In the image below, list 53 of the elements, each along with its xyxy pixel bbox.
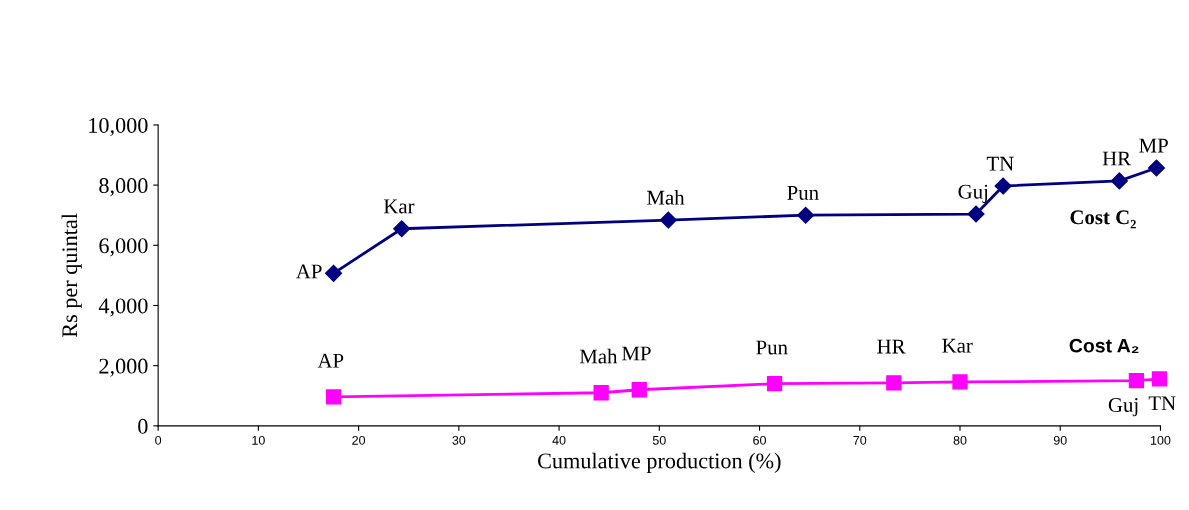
y-tick-label: 8,000	[99, 178, 148, 197]
x-tick-label: 30	[452, 435, 466, 445]
point	[1128, 373, 1145, 389]
point	[1147, 159, 1166, 177]
annotation: Guj	[958, 184, 988, 203]
y-axis-title: Rs per quintal	[61, 213, 82, 338]
y-tick-label: 4,000	[98, 298, 148, 317]
series-label: Cost C₂	[1070, 210, 1136, 229]
point	[1110, 172, 1128, 190]
point	[593, 385, 609, 401]
series-label: Cost A₂	[1069, 338, 1139, 353]
point	[1151, 371, 1168, 387]
annotation: Kar	[383, 199, 415, 214]
x-tick-label: 40	[552, 435, 566, 445]
point	[886, 375, 902, 391]
point	[393, 220, 411, 238]
annotation: Kar	[942, 338, 973, 353]
y-tick-label: 0	[138, 418, 148, 434]
x-tick-label: 70	[853, 435, 867, 445]
annotation: TN	[1148, 396, 1176, 411]
annotation: HR	[877, 339, 906, 354]
annotation: TN	[986, 156, 1014, 171]
x-tick-label: 100	[1150, 435, 1171, 445]
annotation: Guj	[1108, 398, 1138, 417]
annotation: MP	[622, 346, 651, 361]
annotation: Pun	[787, 186, 819, 200]
annotation: MP	[1139, 138, 1168, 153]
x-tick-label: 10	[252, 435, 265, 445]
x-tick-label: 0	[155, 435, 162, 445]
x-axis-title: Cumulative production (%)	[538, 452, 781, 473]
annotation: HR	[1102, 151, 1132, 166]
y-tick-label: 6,000	[99, 238, 148, 257]
x-tick-label: 90	[1053, 435, 1067, 445]
annotation: AP	[296, 264, 322, 279]
point	[325, 389, 342, 405]
point	[631, 382, 647, 398]
point	[967, 205, 985, 223]
point	[797, 206, 815, 224]
x-tick-label: 60	[753, 435, 766, 445]
point	[994, 177, 1012, 195]
annotation: Pun	[756, 340, 788, 355]
x-tick-label: 50	[652, 435, 666, 445]
annotation: Mah	[579, 348, 618, 364]
point	[952, 374, 968, 390]
annotation: AP	[317, 353, 344, 368]
x-tick-label: 80	[953, 435, 967, 445]
y-tick-label: 10,000	[89, 117, 148, 137]
annotation: Mah	[647, 190, 685, 205]
point	[324, 264, 343, 282]
x-tick-label: 20	[352, 435, 366, 445]
y-tick-label: 2,000	[99, 358, 148, 377]
point	[659, 211, 677, 229]
point	[766, 376, 783, 392]
